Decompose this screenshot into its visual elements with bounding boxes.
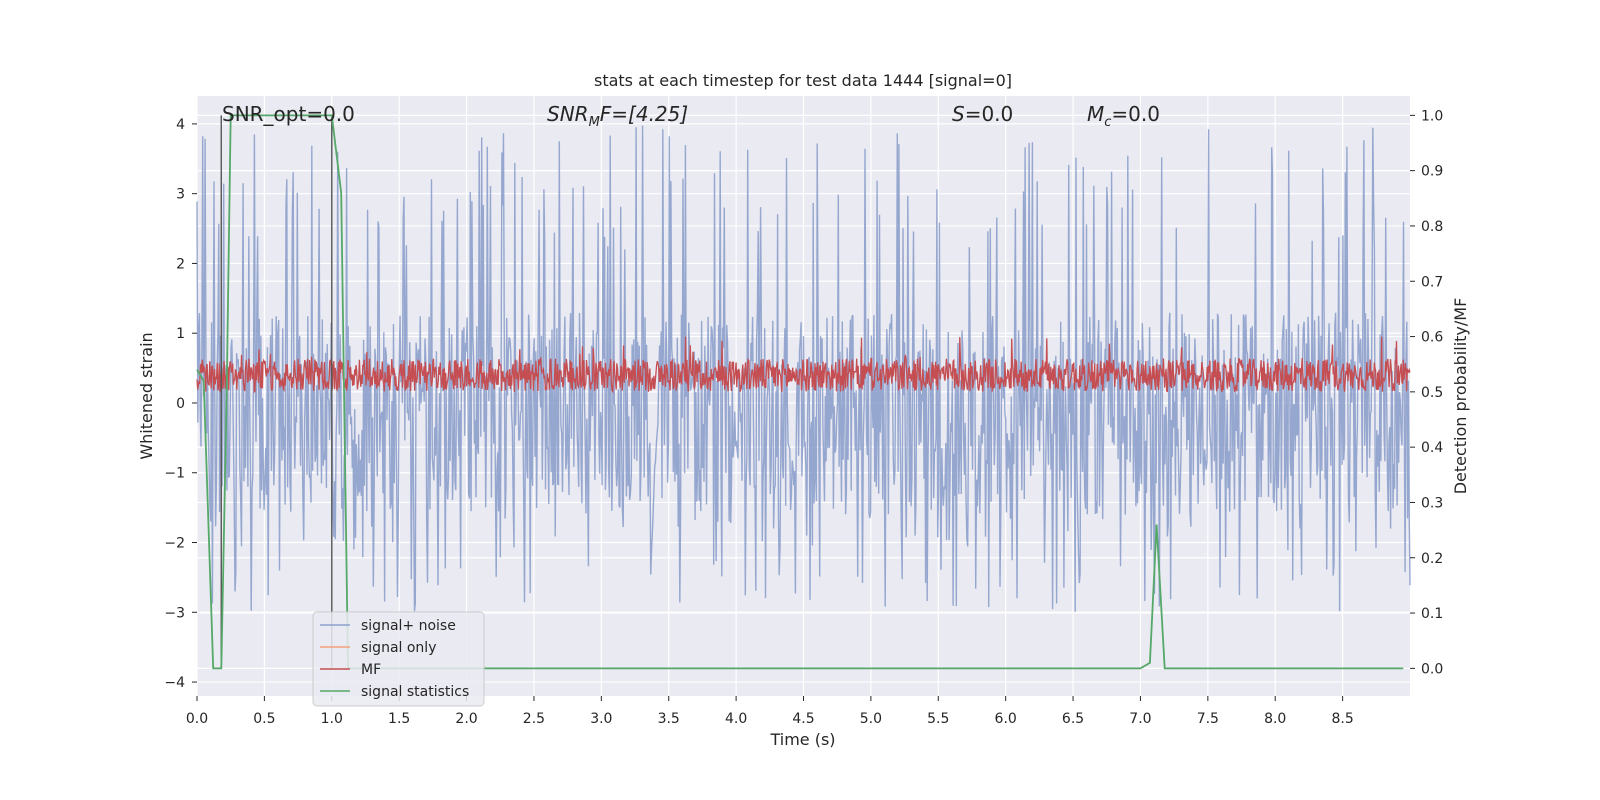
legend-box (312, 611, 485, 707)
legend-label-signal-statistics: signal statistics (361, 684, 469, 700)
x-tick-label: 6.0 (995, 711, 1017, 727)
y-left-tick-label: 0 (176, 396, 185, 412)
x-tick-label: 1.0 (321, 711, 343, 727)
y-right-tick-label: 1.0 (1421, 108, 1443, 124)
y-right-tick-label: 0.3 (1421, 495, 1443, 511)
y-right-axis-label: Detection probability/MF (1451, 298, 1470, 495)
x-tick-label: 3.0 (590, 711, 612, 727)
x-tick-label: 1.5 (388, 711, 410, 727)
x-tick-label: 0.5 (253, 711, 275, 727)
y-right-tick-label: 0.9 (1421, 164, 1443, 180)
x-tick-label: 6.5 (1062, 711, 1084, 727)
y-right-tick-label: 0.1 (1421, 606, 1443, 622)
signal-statistics-series (196, 114, 1404, 670)
signal-noise-line (196, 125, 1411, 612)
legend-label-signal-noise: signal+ noise (361, 618, 456, 634)
mf-line (196, 336, 1411, 394)
y-left-tick-label: −1 (164, 466, 185, 482)
snr-mf-prefix: SNR (547, 102, 589, 126)
y-right-tick-label: 0.2 (1421, 551, 1443, 567)
x-tick-label: 4.5 (792, 711, 814, 727)
mc-value: =0.0 (1111, 102, 1160, 126)
y-left-tick-label: 4 (176, 117, 185, 133)
y-right-tick-label: 0.0 (1421, 661, 1443, 677)
legend: signal+ noise signal only MF signal stat… (312, 611, 485, 707)
y-left-tick-label: 2 (176, 256, 185, 272)
x-tick-label: 4.0 (725, 711, 747, 727)
x-tick-label: 8.0 (1264, 711, 1286, 727)
x-tick-label: 2.5 (523, 711, 545, 727)
y-left-axis-ticks: 4 3 2 1 0 −1 −2 −3 −4 (164, 117, 197, 691)
vertical-markers (220, 115, 333, 669)
y-right-tick-label: 0.6 (1421, 330, 1443, 346)
x-axis-ticks: 0.0 0.5 1.0 1.5 2.0 2.5 3.0 3.5 4.0 4.5 5.0 5.5 6.0 6… (186, 696, 1354, 727)
y-left-tick-label: −2 (164, 536, 185, 552)
y-right-axis-ticks: 1.0 0.9 0.8 0.7 0.6 0.5 0.4 0.3 0.2 0.1 0.0 (1410, 108, 1443, 677)
mc-label: M (1087, 102, 1104, 126)
x-tick-label: 3.5 (658, 711, 680, 727)
y-left-tick-label: 1 (176, 326, 185, 342)
x-axis-label: Time (s) (769, 730, 835, 749)
x-tick-label: 5.0 (860, 711, 882, 727)
x-tick-label: 0.0 (186, 711, 208, 727)
x-tick-label: 2.0 (455, 711, 477, 727)
mf-series (196, 336, 1411, 394)
y-right-tick-label: 0.7 (1421, 274, 1443, 290)
x-tick-label: 8.5 (1331, 711, 1353, 727)
snr-mf-suffix: F=[4.25] (600, 102, 688, 126)
legend-label-mf: MF (361, 662, 381, 678)
x-tick-label: 5.5 (927, 711, 949, 727)
y-left-axis-label: Whitened strain (137, 332, 156, 459)
x-tick-label: 7.5 (1197, 711, 1219, 727)
snr-opt-annotation: SNR_opt=0.0 (222, 102, 355, 126)
signal-statistics-line (196, 114, 1404, 670)
y-right-tick-label: 0.4 (1421, 440, 1443, 456)
x-tick-label: 7.0 (1129, 711, 1151, 727)
y-left-tick-label: 3 (176, 187, 185, 203)
mc-sub: c (1104, 115, 1111, 130)
y-left-tick-label: −3 (164, 605, 185, 621)
snr-mf-sub: M (589, 115, 600, 130)
y-left-tick-label: −4 (164, 675, 185, 691)
signal-noise-series (196, 125, 1411, 612)
mc-annotation: Mc=0.0 (1087, 102, 1160, 130)
legend-label-signal-only: signal only (361, 640, 436, 656)
chart-title: stats at each timestep for test data 144… (594, 71, 1012, 90)
snr-mf-annotation: SNRMF=[4.25] (547, 102, 688, 130)
y-right-tick-label: 0.8 (1421, 219, 1443, 235)
s-label: S (952, 102, 965, 126)
s-value: =0.0 (965, 102, 1014, 126)
s-annotation: S=0.0 (952, 102, 1013, 126)
y-right-tick-label: 0.5 (1421, 385, 1443, 401)
